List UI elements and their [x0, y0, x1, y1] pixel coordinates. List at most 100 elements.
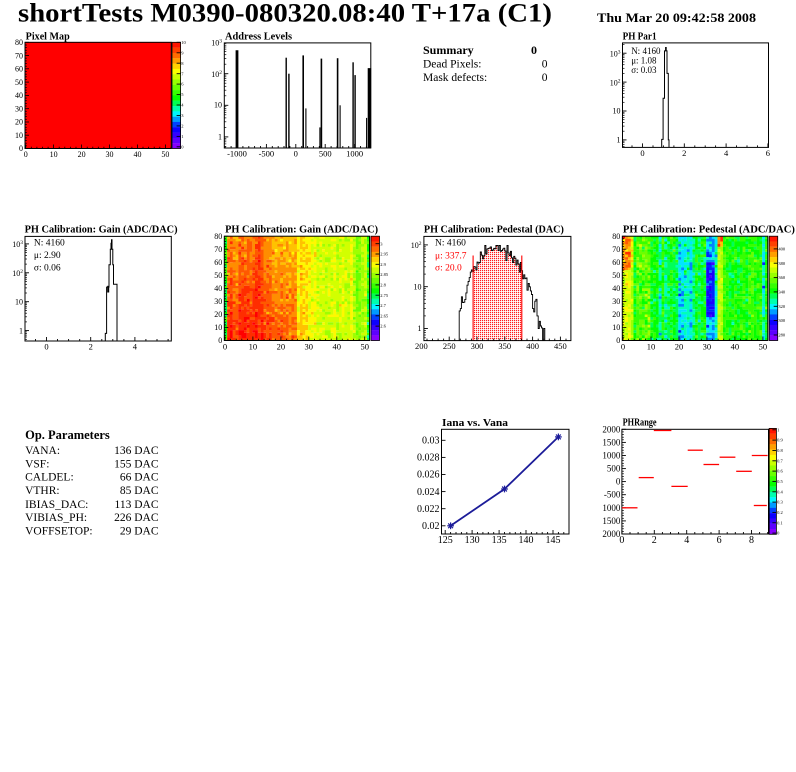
svg-text:10: 10 — [647, 342, 656, 352]
svg-text:70: 70 — [214, 245, 222, 254]
svg-text:0: 0 — [542, 59, 548, 71]
svg-text:40: 40 — [15, 91, 23, 100]
svg-text:350: 350 — [498, 341, 511, 351]
svg-text:10: 10 — [613, 107, 621, 116]
svg-text:VTHR:: VTHR: — [25, 485, 60, 497]
svg-text:103: 103 — [610, 49, 621, 58]
svg-text:85 DAC: 85 DAC — [120, 485, 159, 497]
svg-text:CALDEL:: CALDEL: — [25, 472, 74, 484]
svg-text:8: 8 — [181, 61, 184, 66]
svg-text:113 DAC: 113 DAC — [115, 499, 159, 511]
svg-text:6: 6 — [717, 535, 722, 546]
svg-text:20: 20 — [214, 310, 222, 319]
svg-text:0: 0 — [24, 150, 28, 159]
svg-text:10: 10 — [15, 297, 23, 306]
svg-text:500: 500 — [319, 149, 332, 159]
svg-text:0: 0 — [294, 149, 298, 159]
svg-text:400: 400 — [778, 247, 786, 252]
svg-text:2.75: 2.75 — [380, 293, 389, 298]
svg-text:2.7: 2.7 — [380, 303, 386, 308]
svg-text:VIBIAS_PH:: VIBIAS_PH: — [25, 512, 87, 524]
svg-text:2.8: 2.8 — [380, 283, 386, 288]
svg-text:4: 4 — [724, 148, 729, 158]
svg-text:30: 30 — [612, 297, 620, 306]
svg-text:0.5: 0.5 — [777, 479, 783, 484]
svg-text:155 DAC: 155 DAC — [114, 458, 159, 470]
svg-text:1500: 1500 — [602, 516, 621, 526]
svg-text:1: 1 — [218, 133, 222, 142]
svg-text:1: 1 — [617, 136, 621, 145]
svg-text:μ: 1.08: μ: 1.08 — [631, 56, 657, 66]
svg-text:2.6: 2.6 — [380, 324, 386, 329]
svg-text:0: 0 — [531, 43, 537, 57]
svg-text:380: 380 — [778, 261, 786, 266]
svg-text:20: 20 — [15, 118, 23, 127]
svg-text:0.028: 0.028 — [417, 453, 440, 464]
svg-text:20: 20 — [612, 310, 620, 319]
svg-text:VANA:: VANA: — [25, 445, 60, 457]
svg-text:103: 103 — [211, 38, 222, 47]
svg-text:80: 80 — [612, 232, 620, 241]
svg-text:0: 0 — [542, 72, 548, 84]
svg-text:10: 10 — [181, 40, 186, 45]
svg-text:PH Par1: PH Par1 — [623, 31, 657, 42]
svg-text:10: 10 — [15, 131, 23, 140]
svg-text:40: 40 — [214, 284, 222, 293]
svg-text:200: 200 — [415, 341, 428, 351]
svg-text:0: 0 — [616, 336, 620, 345]
svg-text:102: 102 — [610, 78, 621, 87]
svg-text:10: 10 — [50, 150, 58, 159]
svg-text:40: 40 — [612, 284, 620, 293]
svg-text:10: 10 — [214, 323, 222, 332]
svg-text:2: 2 — [682, 148, 686, 158]
svg-text:0.022: 0.022 — [417, 504, 440, 515]
svg-text:30: 30 — [214, 297, 222, 306]
svg-text:102: 102 — [211, 70, 222, 79]
svg-text:2.95: 2.95 — [380, 252, 389, 257]
svg-text:2: 2 — [89, 342, 93, 352]
svg-text:40: 40 — [134, 150, 142, 159]
svg-text:2: 2 — [181, 124, 183, 129]
svg-text:70: 70 — [15, 51, 23, 60]
svg-text:-1000: -1000 — [227, 149, 247, 159]
svg-text:136 DAC: 136 DAC — [114, 445, 159, 457]
svg-text:320: 320 — [778, 304, 786, 309]
svg-text:VSF:: VSF: — [25, 458, 49, 470]
svg-text:80: 80 — [214, 232, 222, 241]
svg-text:4: 4 — [133, 342, 138, 352]
svg-text:PH Calibration: Pedestal (ADC/: PH Calibration: Pedestal (ADC/DAC) — [623, 225, 795, 236]
svg-text:30: 30 — [15, 104, 23, 113]
svg-text:VOFFSETOP:: VOFFSETOP: — [25, 525, 93, 537]
svg-text:135: 135 — [492, 535, 507, 546]
svg-text:500: 500 — [607, 464, 621, 474]
svg-text:0: 0 — [616, 477, 621, 487]
svg-text:20: 20 — [78, 150, 86, 159]
svg-text:1: 1 — [777, 427, 779, 432]
svg-text:400: 400 — [526, 341, 539, 351]
svg-text:300: 300 — [471, 341, 484, 351]
svg-text:60: 60 — [214, 258, 222, 267]
svg-text:μ: 337.7: μ: 337.7 — [435, 251, 467, 261]
svg-text:300: 300 — [778, 318, 786, 323]
svg-text:-500: -500 — [259, 149, 275, 159]
svg-text:PHRange: PHRange — [623, 418, 657, 429]
svg-text:0: 0 — [44, 342, 48, 352]
svg-text:50: 50 — [161, 150, 169, 159]
svg-text:40: 40 — [731, 342, 740, 352]
svg-text:66 DAC: 66 DAC — [120, 472, 159, 484]
svg-text:0: 0 — [19, 144, 23, 153]
svg-text:1: 1 — [418, 324, 422, 333]
svg-text:σ: 20.0: σ: 20.0 — [435, 264, 462, 274]
svg-text:Mask defects:: Mask defects: — [423, 72, 487, 84]
svg-text:10: 10 — [249, 342, 258, 352]
svg-text:0.02: 0.02 — [422, 521, 440, 532]
svg-text:3: 3 — [380, 241, 383, 246]
svg-text:σ: 0.06: σ: 0.06 — [34, 264, 61, 274]
svg-text:-500: -500 — [604, 490, 621, 500]
svg-text:30: 30 — [703, 342, 712, 352]
svg-text:103: 103 — [12, 240, 23, 249]
svg-text:226 DAC: 226 DAC — [114, 512, 159, 524]
svg-text:2000: 2000 — [602, 424, 621, 434]
svg-text:0: 0 — [218, 336, 222, 345]
svg-text:0.9: 0.9 — [777, 438, 783, 443]
